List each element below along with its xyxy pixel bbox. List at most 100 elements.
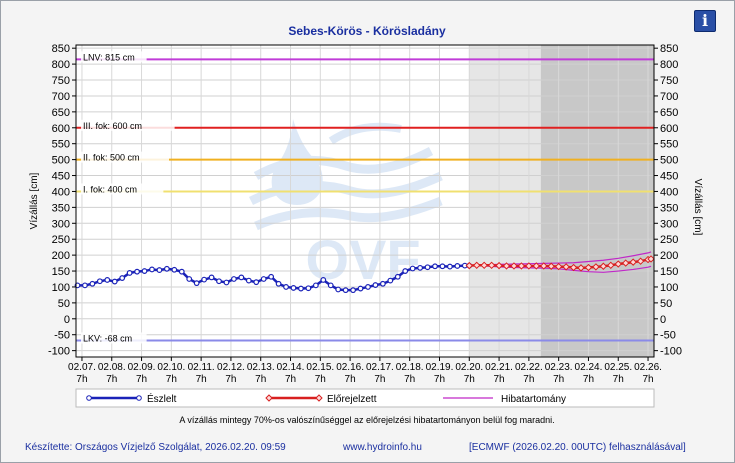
observed-point [357,285,364,292]
y-axis-right: 8508007507006506005505004504003503002502… [654,43,682,358]
observed-point [290,285,297,291]
y-tick-label-left: 250 [52,234,70,246]
y-axis-label-left: Vízállás [cm] [29,172,40,229]
x-tick-hour: 7h [494,374,505,385]
y-tick-label-left: 350 [52,202,70,214]
x-tick-date: 02.20. [455,362,483,373]
forecast-point [584,263,593,272]
forecast-point [517,262,526,270]
forecast-point [569,263,578,272]
x-tick-date: 02.18. [396,362,424,373]
observed-point [186,276,193,282]
y-tick-label-left: 750 [52,75,70,87]
forecast-point [495,261,503,270]
observed-point [245,277,252,284]
error-band-upper [469,251,652,267]
y-tick-label-left: 0 [64,314,70,326]
x-tick-date: 02.10. [157,362,185,373]
x-tick-date: 02.11. [188,362,215,373]
forecast-point [621,259,630,267]
legend-marker-observed [136,395,142,401]
forecast-point [465,261,473,270]
legend-marker-forecast [315,394,323,402]
observed-point [275,280,282,287]
x-tick-hour: 7h [464,374,475,385]
observed-point [171,266,178,273]
x-tick-hour: 7h [345,374,356,385]
x-tick-hour: 7h [583,374,594,385]
y-tick-label-left: 700 [52,91,70,103]
forecast-point [599,262,608,270]
y-tick-label-right: -50 [660,330,676,342]
observed-point [372,282,379,288]
observed-point [327,282,334,289]
forecast-point [614,260,622,268]
forecast-point [562,263,570,271]
legend-marker-observed [86,395,92,401]
footer-author: Készítette: Országos Vízjelző Szolgálat,… [25,442,286,453]
x-tick-hour: 7h [255,374,266,385]
observed-point [387,277,394,284]
shaded-region-0 [469,45,541,357]
observed-point [134,268,140,275]
threshold-label-4: LKV: -68 cm [83,333,132,343]
shaded-region-1 [540,45,654,357]
y-tick-label-right: 250 [660,234,678,246]
threshold-label-2: II. fok: 500 cm [83,153,140,163]
forecast-point [510,262,518,270]
grid [76,45,654,357]
observed-point [82,282,88,289]
y-tick-label-right: 200 [660,250,678,262]
observed-point [312,282,319,289]
x-tick-hour: 7h [642,374,653,385]
y-tick-label-right: 600 [660,123,678,135]
uncertainty-note: A vízállás mintegy 70%-os valószínűségge… [179,415,554,425]
y-tick-label-left: 500 [52,155,70,167]
y-tick-label-left: -50 [54,330,70,342]
y-tick-label-left: 600 [52,123,70,135]
y-tick-label-left: -100 [48,346,70,358]
threshold-label-bg [81,51,147,63]
observed-point [394,273,401,280]
y-tick-label-right: 0 [660,314,666,326]
info-button[interactable]: i [694,10,716,32]
x-tick-date: 02.13. [247,362,275,373]
observed-point [178,268,185,275]
forecast-point [647,255,655,263]
forecast-point [502,262,511,270]
x-tick-date: 02.07. [68,362,96,373]
observed-point [216,278,222,285]
y-tick-label-left: 50 [58,298,70,310]
y-tick-label-left: 550 [52,139,70,151]
observed-point [126,270,133,276]
y-axis-left: 8508007507006506005505004504003503002502… [48,43,76,358]
footer-model-credit: [ECMWF (2026.02.20. 00UTC) felhasználásá… [469,442,686,453]
observed-point [335,286,342,293]
x-tick-date: 02.21. [485,362,513,373]
forecast-point [487,261,496,270]
y-tick-label-left: 850 [52,43,70,55]
threshold-label-1: III. fok: 600 cm [83,121,142,131]
x-tick-date: 02.17. [366,362,394,373]
legend-label-forecast: Előrejelzett [327,394,377,405]
x-tick-hour: 7h [553,374,564,385]
plot-border [75,44,655,358]
observed-point [447,263,453,270]
observed-point [141,268,148,274]
observed-point [260,276,267,282]
observed-point [149,266,155,273]
y-tick-label-right: 800 [660,59,678,71]
x-tick-hour: 7h [106,374,117,385]
legend-marker-forecast [265,394,273,402]
forecast-point [592,263,600,271]
y-tick-label-right: 850 [660,43,678,55]
chart-title: Sebes-Körös - Körösladány [288,24,446,38]
y-tick-label-left: 100 [52,282,70,294]
y-tick-label-left: 300 [52,218,70,230]
forecast-point [636,257,645,265]
observed-point [454,263,461,269]
y-tick-label-right: 150 [660,266,678,278]
x-tick-hour: 7h [613,374,624,385]
footer-website-link[interactable]: www.hydroinfo.hu [342,442,422,453]
forecast-point [554,262,563,271]
